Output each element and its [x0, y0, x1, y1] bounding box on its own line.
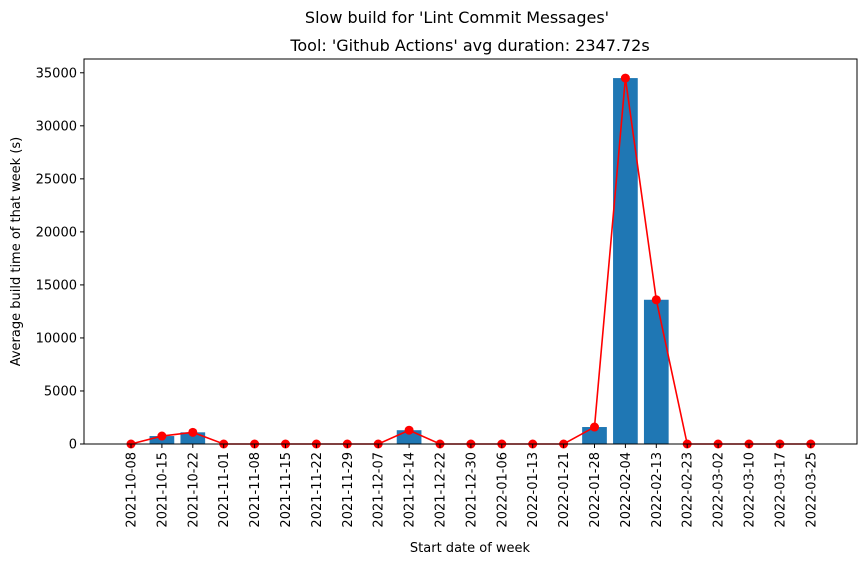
- bar-2022-02-13: [643, 299, 669, 444]
- point-2022-01-28: [590, 422, 599, 432]
- point-2021-12-14: [404, 425, 414, 435]
- x-tick-label: 2022-02-13: [650, 452, 665, 528]
- x-tick-label: 2022-03-02: [712, 452, 727, 528]
- y-tick-label: 35000: [36, 66, 77, 81]
- x-tick-label: 2021-12-30: [464, 452, 479, 528]
- point-2022-02-04: [620, 73, 630, 83]
- x-tick-label: 2021-11-29: [341, 452, 356, 528]
- x-axis-label: Start date of week: [410, 541, 531, 556]
- x-tick-label: 2022-01-06: [495, 452, 510, 528]
- x-tick-label: 2022-03-25: [804, 452, 819, 528]
- line-group: [126, 73, 816, 449]
- y-tick-label: 10000: [36, 331, 77, 346]
- x-tick-label: 2021-11-15: [279, 452, 294, 528]
- x-tick-label: 2022-01-28: [588, 452, 603, 528]
- trend-line: [130, 77, 811, 445]
- x-tick-label: 2021-11-22: [310, 452, 325, 528]
- x-tick-label: 2022-03-10: [743, 452, 758, 528]
- point-2021-10-15: [157, 431, 167, 441]
- bar-2021-10-22: [180, 432, 206, 444]
- y-ticks: 0 5000 10000 15000 20000 25000 30000 35000: [36, 66, 84, 453]
- y-axis-label: Average build time of that week (s): [9, 137, 24, 367]
- x-tick-label: 2022-02-23: [681, 452, 696, 528]
- bars-group: [149, 78, 669, 444]
- x-ticks: 2021-10-08 2021-10-15 2021-10-22 2021-11-01…: [125, 444, 819, 528]
- y-tick-label: 0: [69, 438, 77, 453]
- y-tick-label: 5000: [44, 384, 77, 399]
- x-tick-label: 2022-01-21: [557, 452, 572, 528]
- x-tick-label: 2021-10-22: [186, 452, 201, 528]
- point-2022-02-13: [651, 295, 661, 305]
- chart-suptitle: Slow build for 'Lint Commit Messages': [305, 8, 609, 27]
- plot-frame: [83, 58, 858, 445]
- y-tick-label: 20000: [36, 225, 77, 240]
- x-tick-label: 2021-11-01: [217, 452, 232, 528]
- x-tick-label: 2021-12-22: [434, 452, 449, 528]
- x-tick-label: 2021-10-15: [155, 452, 170, 528]
- x-tick-label: 2021-12-14: [403, 452, 418, 528]
- x-tick-label: 2021-11-08: [248, 452, 263, 528]
- x-tick-label: 2022-03-17: [773, 452, 788, 528]
- x-tick-label: 2021-10-08: [125, 452, 140, 528]
- y-tick-label: 15000: [36, 278, 77, 293]
- bar-2022-02-04: [613, 78, 638, 444]
- y-tick-label: 25000: [36, 172, 77, 187]
- x-tick-label: 2021-12-07: [372, 452, 387, 528]
- chart-title: Tool: 'Github Actions' avg duration: 234…: [289, 36, 649, 55]
- x-tick-label: 2022-01-13: [526, 452, 541, 528]
- point-2021-10-22: [188, 427, 198, 437]
- y-tick-label: 30000: [36, 119, 77, 134]
- x-tick-label: 2022-02-04: [619, 452, 634, 528]
